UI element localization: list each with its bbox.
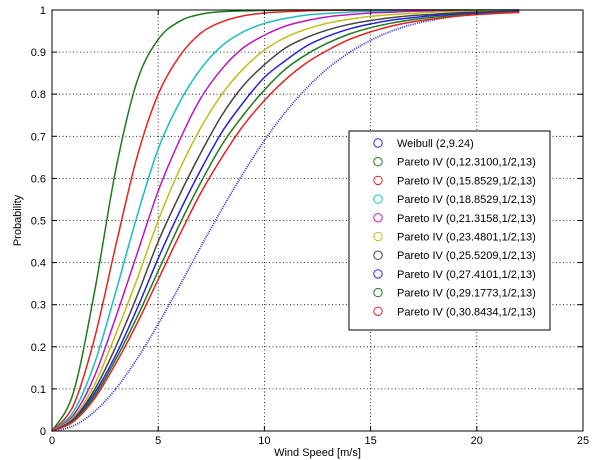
legend-box	[348, 130, 551, 331]
legend-entry-label: Pareto IV (0,15.8529,1/2,13)	[397, 175, 536, 187]
legend-marker	[373, 287, 383, 298]
x-tick-label: 20	[471, 435, 483, 447]
x-tick-label: 15	[364, 435, 376, 447]
y-tick-label: 1	[40, 5, 46, 17]
legend-marker	[373, 250, 383, 260]
y-tick-label: 0.5	[31, 216, 46, 228]
series-line-5	[51, 9, 520, 432]
legend-marker	[373, 138, 383, 148]
legend-marker	[373, 194, 383, 204]
tick-labels: 0 5 10 15 20 25 0 0.1 0.2 0.3 0.4 0.5 0.6 0.7 0.8 0.9 1	[31, 5, 589, 447]
series-line-0	[51, 10, 520, 432]
x-axis-label: Wind Speed [m/s]	[274, 447, 361, 459]
series-line-4	[51, 9, 520, 432]
legend-entry-label: Pareto IV (0,12.3100,1/2,13)	[397, 157, 536, 169]
series-line-7	[51, 10, 520, 432]
series-line-6	[51, 10, 520, 432]
series-line-8	[51, 11, 520, 432]
y-tick-label: 0.9	[31, 47, 46, 59]
legend-entry-label: Pareto IV (0,18.8529,1/2,13)	[397, 194, 536, 206]
legend-entry-label: Pareto IV (0,27.4101,1/2,13)	[397, 269, 536, 281]
y-tick-label: 0.2	[31, 342, 46, 354]
x-tick-label: 5	[155, 435, 161, 447]
legend-marker	[373, 231, 383, 242]
legend-marker	[373, 175, 383, 186]
x-tick-label: 25	[577, 435, 589, 447]
series-line-9	[51, 11, 520, 432]
legend-entry-label: Pareto IV (0,29.1773,1/2,13)	[397, 288, 536, 300]
legend-marker	[373, 306, 383, 316]
x-tick-label: 0	[49, 435, 55, 447]
legend-marker	[373, 213, 383, 223]
x-tick-label: 10	[258, 435, 270, 447]
axis-ticks	[51, 9, 584, 432]
y-tick-label: 0.6	[31, 173, 46, 185]
legend: Weibull (2,9.24) Pareto IV (0,12.3100,1/2…	[348, 130, 551, 331]
y-tick-label: 0.3	[31, 300, 46, 312]
y-tick-label: 0.4	[31, 258, 46, 270]
legend-marker	[373, 157, 383, 167]
legend-entry-label: Pareto IV (0,30.8434,1/2,13)	[397, 306, 536, 318]
legend-entry-label: Pareto IV (0,23.4801,1/2,13)	[397, 232, 536, 244]
legend-entry-label: Pareto IV (0,25.5209,1/2,13)	[397, 250, 536, 262]
y-axis-label: Probability	[12, 194, 24, 246]
legend-entry-label: Weibull (2,9.24)	[397, 138, 474, 150]
y-tick-label: 0.7	[31, 131, 46, 143]
y-tick-label: 0.1	[31, 384, 46, 396]
y-tick-label: 0	[40, 426, 46, 438]
legend-marker	[373, 269, 383, 279]
y-tick-label: 0.8	[31, 89, 46, 101]
legend-entry-label: Pareto IV (0,21.3158,1/2,13)	[397, 213, 536, 225]
